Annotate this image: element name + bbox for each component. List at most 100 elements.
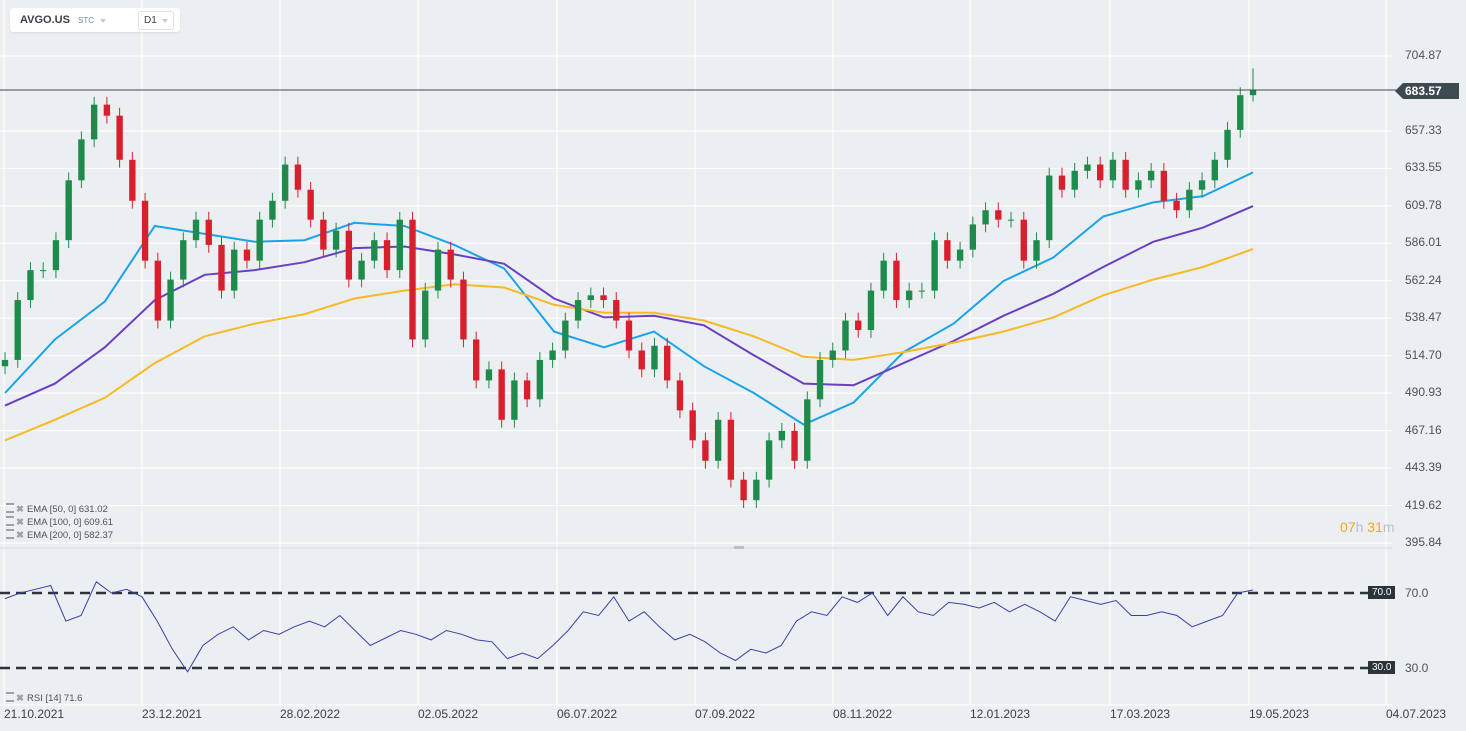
candle <box>396 211 403 278</box>
price-axis-label: 467.16 <box>1405 422 1442 437</box>
settings-icon[interactable] <box>6 503 14 513</box>
candle <box>562 312 569 359</box>
candle-body <box>1007 219 1015 221</box>
rsi-axis-label-70: 70.0 <box>1405 586 1429 600</box>
candle <box>27 262 34 308</box>
candle <box>778 422 785 449</box>
candle <box>14 292 21 368</box>
date-axis-label: 04.07.2023 <box>1386 707 1447 721</box>
candle-body <box>523 380 531 400</box>
candle-body <box>944 240 951 261</box>
rsi-axis-label-30: 30.0 <box>1405 661 1429 675</box>
ema-line-1 <box>4 205 1254 407</box>
settings-icon[interactable] <box>6 692 14 702</box>
candle-body <box>753 479 760 501</box>
candle <box>765 432 773 488</box>
instrument-header: AVGO.US STC D1 <box>10 8 180 32</box>
candle-body <box>1058 175 1066 190</box>
candle-body <box>880 260 887 291</box>
settings-icon[interactable] <box>6 516 14 526</box>
candle <box>1007 211 1015 228</box>
candle-body <box>40 270 47 272</box>
candle <box>371 232 378 269</box>
candle-body <box>969 224 977 250</box>
candle <box>523 372 531 408</box>
candle <box>511 372 518 428</box>
candle-body <box>141 200 149 261</box>
candle <box>485 361 493 389</box>
candle <box>218 237 225 299</box>
candle-body <box>664 345 671 381</box>
candle-body <box>918 290 926 292</box>
candle-body <box>676 380 684 411</box>
candle <box>574 292 582 329</box>
price-axis-label: 419.62 <box>1405 497 1442 512</box>
candle <box>129 151 136 209</box>
price-axis-label: 538.47 <box>1405 310 1442 325</box>
candle <box>702 432 709 469</box>
close-icon[interactable]: ✖ <box>16 504 24 515</box>
close-icon[interactable]: ✖ <box>16 693 24 704</box>
candle <box>816 352 824 408</box>
chevron-down-icon <box>162 19 168 23</box>
candle <box>1071 162 1078 198</box>
candle-body <box>103 104 111 116</box>
price-axis-label: 490.93 <box>1405 385 1442 400</box>
legend-ema200: ✖ EMA [200, 0] 582.37 <box>6 529 113 541</box>
candle-body <box>625 320 633 351</box>
timeframe-value: D1 <box>144 15 157 26</box>
candle-body <box>867 290 875 331</box>
timeframe-select[interactable]: D1 <box>138 11 174 30</box>
close-icon[interactable]: ✖ <box>16 517 24 528</box>
candle-body <box>205 219 212 245</box>
candle-body <box>1211 159 1218 181</box>
candle-body <box>1033 240 1040 261</box>
candle <box>281 156 289 209</box>
candle <box>944 232 951 269</box>
rsi-line <box>4 581 1254 673</box>
candle-body <box>1020 219 1027 261</box>
close-icon[interactable]: ✖ <box>16 530 24 541</box>
candle-body <box>1 359 9 367</box>
chevron-down-icon[interactable] <box>100 19 106 23</box>
candle <box>231 241 238 299</box>
candle-body <box>727 419 735 480</box>
candle-body <box>714 419 722 461</box>
candle <box>664 337 671 389</box>
candle <box>192 211 200 249</box>
candle <box>1160 162 1168 209</box>
candle <box>1135 172 1142 198</box>
candle <box>332 222 340 258</box>
candle-body <box>791 430 798 461</box>
price-axis-label: 657.33 <box>1405 122 1442 137</box>
settings-icon[interactable] <box>6 529 14 539</box>
candle-body <box>778 430 785 441</box>
candle <box>1186 181 1193 219</box>
price-axis-label: 443.39 <box>1405 460 1442 475</box>
legend-text: EMA [100, 0] 609.61 <box>26 517 114 528</box>
grid <box>0 0 1392 706</box>
candle <box>995 202 1002 228</box>
candle <box>1122 151 1129 198</box>
candle-body <box>1097 164 1104 181</box>
candle <box>651 337 658 378</box>
candle <box>1058 167 1066 198</box>
panel-resize-handle[interactable] <box>734 546 744 549</box>
candle-body <box>358 260 365 280</box>
candle <box>205 211 212 253</box>
candle <box>855 312 862 338</box>
candle <box>180 232 187 288</box>
candle <box>1198 172 1206 198</box>
candle-body <box>256 219 263 261</box>
candle-body <box>1046 175 1053 241</box>
candle-body <box>765 440 773 480</box>
date-axis-label: 07.09.2022 <box>695 707 756 721</box>
candle <box>358 252 365 288</box>
instrument-type[interactable]: STC <box>78 16 94 25</box>
candle <box>549 342 556 368</box>
candle-body <box>396 219 403 271</box>
candle-body <box>218 244 225 291</box>
candle <box>536 352 544 408</box>
candle <box>740 471 747 509</box>
